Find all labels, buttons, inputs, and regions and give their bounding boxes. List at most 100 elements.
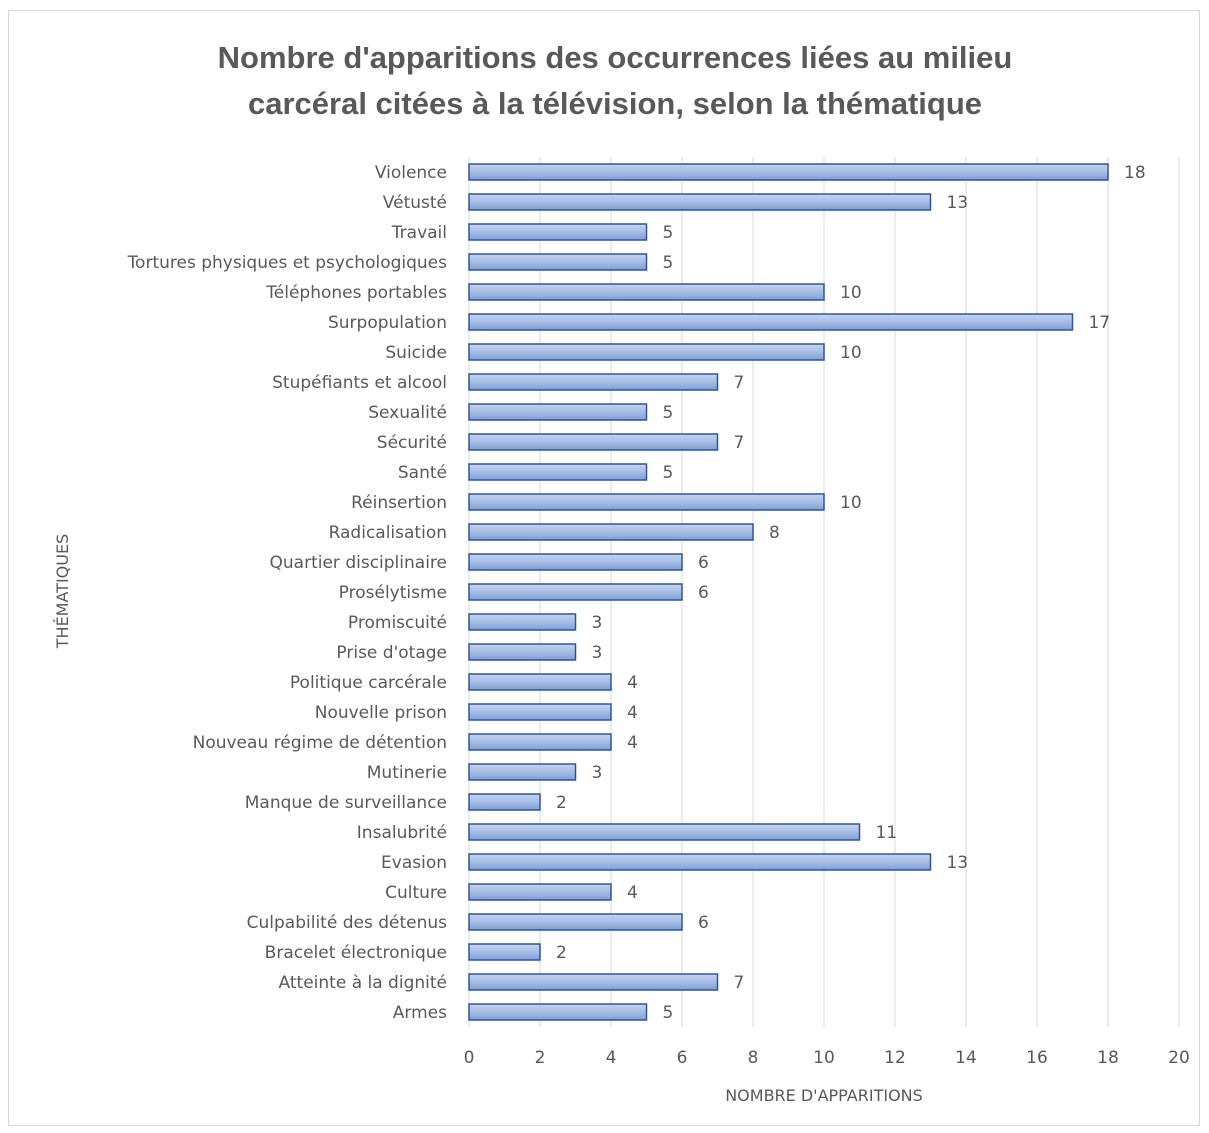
category-label: Promiscuité [348, 613, 447, 633]
x-tick-label: 12 [884, 1048, 906, 1068]
data-label: 13 [947, 193, 969, 213]
data-label: 7 [734, 433, 745, 453]
data-label: 5 [663, 223, 674, 243]
bar [468, 523, 754, 541]
bar [468, 463, 648, 481]
data-label: 5 [663, 403, 674, 423]
category-label: Nouvelle prison [315, 703, 447, 723]
bar [468, 223, 648, 241]
bar [468, 943, 541, 961]
category-label: Bracelet électronique [265, 943, 447, 963]
x-tick-label: 10 [813, 1048, 835, 1068]
data-label: 8 [769, 523, 780, 543]
bar [468, 973, 719, 991]
data-label: 4 [627, 733, 638, 753]
data-label: 6 [698, 583, 709, 603]
bar [468, 343, 825, 361]
data-label: 4 [627, 673, 638, 693]
category-label: Surpopulation [328, 313, 447, 333]
bar [468, 1003, 648, 1021]
category-label: Tortures physiques et psychologiques [127, 253, 448, 273]
bar [468, 643, 577, 661]
x-tick-label: 4 [606, 1048, 617, 1068]
category-label: Santé [398, 463, 447, 483]
bar [468, 313, 1074, 331]
bar [468, 913, 683, 931]
bar [468, 703, 612, 721]
x-tick-label: 20 [1168, 1048, 1190, 1068]
data-label: 7 [734, 373, 745, 393]
bar [468, 763, 577, 781]
category-label: Armes [393, 1003, 447, 1023]
data-label: 4 [627, 883, 638, 903]
data-label: 10 [840, 343, 862, 363]
category-label: Sexualité [368, 403, 447, 423]
data-label: 5 [663, 1003, 674, 1023]
data-label: 18 [1124, 163, 1146, 183]
bar [468, 193, 932, 211]
y-axis-title: THÉMATIQUES [53, 534, 72, 649]
data-label: 2 [556, 943, 567, 963]
category-label: Evasion [381, 853, 447, 873]
data-label: 6 [698, 913, 709, 933]
data-labels: 18 13 5 5 10 17 10 7 5 7 5 10 8 6 6 3 3 4 4 4 3 2 11 13 4 6 2 7 5 [556, 163, 1146, 1023]
bar [468, 283, 825, 301]
chart-frame [8, 10, 1200, 1126]
category-label: Insalubrité [357, 823, 447, 843]
category-label: Stupéfiants et alcool [272, 373, 447, 393]
bar [468, 733, 612, 751]
category-label: Radicalisation [329, 523, 447, 543]
category-label: Culture [385, 883, 447, 903]
x-axis-title: NOMBRE D'APPARITIONS [725, 1086, 923, 1105]
category-labels: Violence Vétusté Travail Tortures physiques… [127, 163, 448, 1023]
x-tick-label: 0 [464, 1048, 475, 1068]
bar [468, 793, 541, 811]
data-label: 7 [734, 973, 745, 993]
data-label: 10 [840, 283, 862, 303]
data-label: 11 [876, 823, 898, 843]
bar [468, 583, 683, 601]
category-label: Réinsertion [351, 493, 447, 513]
bar [468, 253, 648, 271]
bar [468, 163, 1109, 181]
bar [468, 553, 683, 571]
x-tick-label: 6 [677, 1048, 688, 1068]
chart-title-line-2: carcéral citées à la télévision, selon l… [248, 86, 982, 121]
bar [468, 883, 612, 901]
data-label: 6 [698, 553, 709, 573]
x-tick-label: 2 [535, 1048, 546, 1068]
data-label: 5 [663, 463, 674, 483]
category-label: Atteinte à la dignité [279, 973, 447, 993]
bar [468, 853, 932, 871]
category-label: Quartier disciplinaire [270, 553, 447, 573]
category-label: Prosélytisme [339, 583, 447, 603]
data-label: 5 [663, 253, 674, 273]
category-label: Violence [375, 163, 447, 183]
category-label: Suicide [385, 343, 447, 363]
data-label: 3 [592, 763, 603, 783]
bar [468, 673, 612, 691]
category-label: Nouveau régime de détention [193, 733, 447, 753]
x-tick-label: 14 [955, 1048, 977, 1068]
data-label: 13 [947, 853, 969, 873]
data-label: 10 [840, 493, 862, 513]
bar [468, 823, 861, 841]
gridlines [468, 157, 1180, 1027]
category-label: Travail [391, 223, 447, 243]
bar [468, 613, 577, 631]
x-tick-label: 18 [1097, 1048, 1119, 1068]
data-label: 4 [627, 703, 638, 723]
category-label: Manque de surveillance [245, 793, 447, 813]
x-axis-ticks: 0 2 4 6 8 10 12 14 16 18 20 [464, 1048, 1190, 1068]
bars [468, 163, 1109, 1021]
bar [468, 403, 648, 421]
data-label: 17 [1089, 313, 1111, 333]
x-tick-label: 16 [1026, 1048, 1048, 1068]
category-label: Mutinerie [367, 763, 447, 783]
data-label: 3 [592, 613, 603, 633]
category-label: Vétusté [383, 193, 447, 213]
bar [468, 493, 825, 511]
category-label: Téléphones portables [265, 283, 447, 303]
category-label: Culpabilité des détenus [247, 913, 447, 933]
